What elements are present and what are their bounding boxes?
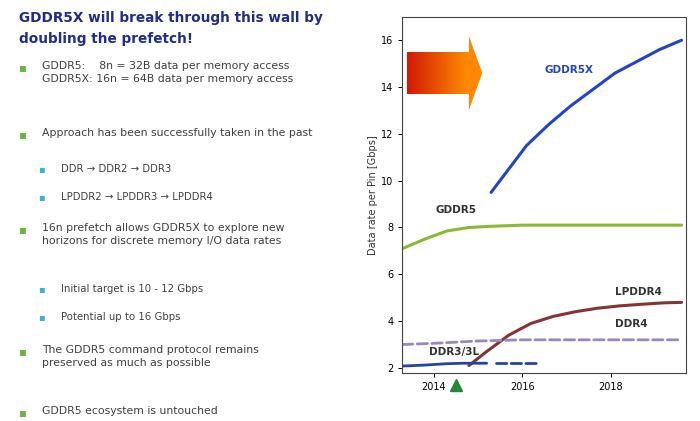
FancyArrow shape bbox=[454, 52, 455, 94]
Text: Approach has been successfully taken in the past: Approach has been successfully taken in … bbox=[42, 128, 312, 139]
Y-axis label: Data rate per Pin [Gbps]: Data rate per Pin [Gbps] bbox=[368, 135, 378, 255]
FancyArrow shape bbox=[413, 52, 414, 94]
FancyArrow shape bbox=[455, 52, 456, 94]
FancyArrow shape bbox=[440, 52, 441, 94]
FancyArrow shape bbox=[442, 52, 444, 94]
Text: ▪: ▪ bbox=[38, 284, 44, 294]
Text: ▪: ▪ bbox=[19, 128, 27, 141]
Text: DDR4: DDR4 bbox=[615, 319, 648, 329]
FancyArrow shape bbox=[463, 52, 464, 94]
FancyArrow shape bbox=[436, 52, 438, 94]
FancyArrow shape bbox=[416, 52, 418, 94]
Text: ▪: ▪ bbox=[19, 61, 27, 74]
FancyArrow shape bbox=[409, 52, 410, 94]
FancyArrow shape bbox=[432, 52, 433, 94]
FancyArrow shape bbox=[418, 52, 419, 94]
Text: ▪: ▪ bbox=[19, 345, 27, 358]
FancyArrow shape bbox=[441, 52, 442, 94]
FancyArrow shape bbox=[414, 52, 416, 94]
Text: GDDR5X will break through this wall by: GDDR5X will break through this wall by bbox=[19, 11, 323, 24]
FancyArrow shape bbox=[407, 52, 409, 94]
FancyArrow shape bbox=[419, 52, 421, 94]
FancyArrow shape bbox=[449, 52, 450, 94]
Text: LPDDR2 → LPDDR3 → LPDDR4: LPDDR2 → LPDDR3 → LPDDR4 bbox=[61, 192, 213, 202]
Text: 16n prefetch allows GDDR5X to explore new
horizons for discrete memory I/O data : 16n prefetch allows GDDR5X to explore ne… bbox=[42, 223, 284, 246]
FancyArrow shape bbox=[422, 52, 424, 94]
FancyArrow shape bbox=[456, 52, 458, 94]
Text: The GDDR5 command protocol remains
preserved as much as possible: The GDDR5 command protocol remains prese… bbox=[42, 345, 258, 368]
FancyArrow shape bbox=[430, 52, 432, 94]
FancyArrow shape bbox=[444, 52, 446, 94]
FancyArrow shape bbox=[466, 52, 468, 94]
FancyArrow shape bbox=[458, 52, 460, 94]
FancyArrow shape bbox=[421, 52, 422, 94]
FancyArrow shape bbox=[447, 52, 449, 94]
Text: ▪: ▪ bbox=[38, 164, 44, 174]
FancyArrow shape bbox=[427, 52, 428, 94]
FancyArrow shape bbox=[468, 52, 469, 94]
FancyArrow shape bbox=[426, 52, 427, 94]
Text: Initial target is 10 - 12 Gbps: Initial target is 10 - 12 Gbps bbox=[61, 284, 203, 294]
FancyArrow shape bbox=[433, 52, 435, 94]
FancyArrow shape bbox=[460, 52, 461, 94]
FancyArrow shape bbox=[446, 52, 447, 94]
Text: ▪: ▪ bbox=[38, 192, 44, 202]
FancyArrow shape bbox=[452, 52, 454, 94]
FancyArrow shape bbox=[461, 52, 463, 94]
Text: LPDDR4: LPDDR4 bbox=[615, 287, 662, 296]
FancyArrow shape bbox=[450, 52, 452, 94]
Text: ▪: ▪ bbox=[38, 312, 44, 322]
Polygon shape bbox=[469, 36, 482, 110]
Text: DDR3/3L: DDR3/3L bbox=[429, 347, 480, 357]
FancyArrow shape bbox=[428, 52, 430, 94]
Text: GDDR5:    8n = 32B data per memory access
GDDR5X: 16n = 64B data per memory acce: GDDR5: 8n = 32B data per memory access G… bbox=[42, 61, 293, 84]
Text: GDDR5 ecosystem is untouched: GDDR5 ecosystem is untouched bbox=[42, 406, 218, 416]
Text: ▪: ▪ bbox=[19, 223, 27, 236]
FancyArrow shape bbox=[412, 52, 413, 94]
Text: GDDR5X: GDDR5X bbox=[545, 65, 594, 75]
Text: doubling the prefetch!: doubling the prefetch! bbox=[19, 32, 193, 45]
FancyArrow shape bbox=[438, 52, 440, 94]
Text: Potential up to 16 Gbps: Potential up to 16 Gbps bbox=[61, 312, 181, 322]
Text: ▪: ▪ bbox=[19, 406, 27, 419]
Text: GDDR5: GDDR5 bbox=[435, 205, 477, 215]
FancyArrow shape bbox=[435, 52, 436, 94]
Text: DDR → DDR2 → DDR3: DDR → DDR2 → DDR3 bbox=[61, 164, 171, 174]
FancyArrow shape bbox=[410, 52, 412, 94]
FancyArrow shape bbox=[464, 52, 466, 94]
FancyArrow shape bbox=[424, 52, 426, 94]
